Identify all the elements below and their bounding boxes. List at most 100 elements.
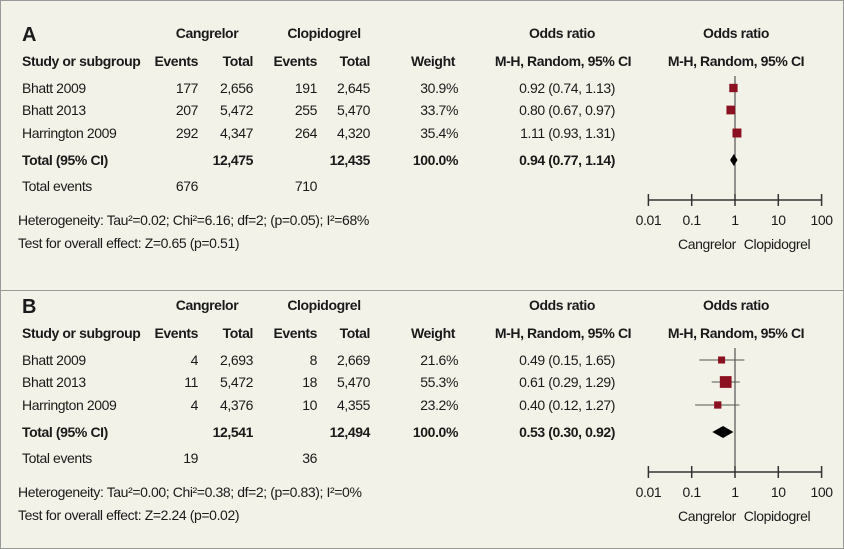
column-header: M-H, Random, 95% CI — [494, 53, 632, 69]
column-header: Weight — [410, 325, 455, 341]
or-header: Odds ratio — [528, 25, 595, 41]
total-cangrelor: 2,693 — [219, 352, 253, 368]
x-tick-label: 0.1 — [682, 212, 702, 228]
odds-ratio-ci: 0.40 (0.12, 1.27) — [519, 397, 615, 413]
column-header: Total — [222, 53, 254, 69]
pooled-diamond — [712, 426, 734, 438]
weight: 35.4% — [420, 125, 458, 141]
study-name: Bhatt 2009 — [22, 352, 86, 368]
group2-header: Clopidogrel — [287, 297, 361, 313]
total-clopidogrel: 4,355 — [336, 397, 370, 413]
or-header: Odds ratio — [528, 297, 595, 313]
panel-divider — [0, 290, 844, 291]
total-events-label: Total events — [22, 450, 92, 466]
x-tick-label: 100 — [810, 484, 834, 500]
odds-ratio-ci: 0.61 (0.29, 1.29) — [519, 374, 615, 390]
total-weight: 100.0% — [412, 152, 458, 168]
total-cangrelor: 5,472 — [219, 374, 253, 390]
total-cangrelor: 4,376 — [219, 397, 253, 413]
panel-label: A — [22, 24, 37, 46]
study-marker — [718, 356, 726, 364]
total-events-cangrelor: 19 — [183, 450, 198, 466]
panel-a: A Cangrelor Clopidogrel Odds ratio Odds rati… — [0, 0, 844, 272]
study-marker — [719, 376, 732, 388]
total-weight: 100.0% — [412, 424, 458, 440]
column-header: M-H, Random, 95% CI — [494, 325, 632, 341]
column-header: Study or subgroup — [22, 53, 141, 69]
study-marker — [732, 128, 742, 138]
forest-plot-b — [647, 348, 823, 478]
column-header: M-H, Random, 95% CI — [667, 53, 805, 69]
study-marker — [714, 401, 722, 409]
weight: 33.7% — [420, 102, 458, 118]
total-events-clopidogrel: 710 — [294, 178, 318, 194]
forest-plot-a — [647, 76, 823, 206]
column-header: Study or subgroup — [22, 325, 141, 341]
total-events-label: Total events — [22, 178, 92, 194]
total-cangrelor: 12,475 — [212, 152, 254, 168]
odds-ratio-ci: 0.49 (0.15, 1.65) — [519, 352, 615, 368]
overall-effect-text: Test for overall effect: Z=2.24 (p=0.02) — [18, 507, 240, 523]
x-tick-label: 1 — [731, 212, 739, 228]
column-header: Total — [339, 325, 371, 341]
plot-header: Odds ratio — [702, 297, 769, 313]
study-name: Harrington 2009 — [22, 397, 117, 413]
column-header: Total — [222, 325, 254, 341]
total-cangrelor: 12,541 — [212, 424, 254, 440]
group1-header: Cangrelor — [175, 297, 239, 313]
odds-ratio-ci: 0.80 (0.67, 0.97) — [519, 102, 615, 118]
odds-ratio-ci: 1.11 (0.93, 1.31) — [520, 125, 615, 141]
total-label: Total (95% CI) — [22, 152, 108, 168]
study-marker — [726, 105, 736, 115]
study-name: Bhatt 2013 — [22, 102, 86, 118]
x-tick-label: 100 — [810, 212, 834, 228]
study-marker — [729, 83, 738, 93]
total-events-clopidogrel: 36 — [302, 450, 317, 466]
heterogeneity-text: Heterogeneity: Tau²=0.00; Chi²=0.38; df=… — [18, 484, 362, 500]
x-tick-label: 10 — [770, 212, 786, 228]
weight: 23.2% — [420, 397, 458, 413]
x-tick-label: 0.01 — [635, 484, 662, 500]
x-tick-label: 1 — [731, 484, 739, 500]
total-cangrelor: 4,347 — [219, 125, 253, 141]
events-clopidogrel: 18 — [302, 374, 317, 390]
total-clopidogrel: 5,470 — [336, 374, 370, 390]
events-clopidogrel: 191 — [294, 80, 318, 96]
events-clopidogrel: 264 — [294, 125, 318, 141]
events-cangrelor: 4 — [190, 352, 199, 368]
x-tick-label: 10 — [770, 484, 786, 500]
right-favours-label: Clopidogrel — [743, 236, 811, 252]
events-cangrelor: 11 — [184, 374, 198, 390]
odds-ratio-ci: 0.92 (0.74, 1.13) — [519, 80, 615, 96]
column-header: Events — [273, 325, 317, 341]
total-cangrelor: 2,656 — [219, 80, 253, 96]
events-cangrelor: 207 — [175, 102, 199, 118]
weight: 30.9% — [420, 80, 458, 96]
column-header: Events — [273, 53, 317, 69]
column-header: Events — [154, 325, 198, 341]
total-clopidogrel: 2,669 — [336, 352, 370, 368]
panel-label: B — [22, 296, 37, 318]
group1-header: Cangrelor — [175, 25, 239, 41]
pooled-diamond — [730, 154, 738, 166]
events-cangrelor: 292 — [175, 125, 199, 141]
study-name: Harrington 2009 — [22, 125, 117, 141]
panel-b: B Cangrelor Clopidogrel Odds ratio Odds rati… — [0, 272, 844, 544]
total-events-cangrelor: 676 — [175, 178, 199, 194]
study-name: Bhatt 2013 — [22, 374, 86, 390]
overall-effect-text: Test for overall effect: Z=0.65 (p=0.51) — [18, 235, 240, 251]
column-header: Weight — [410, 53, 455, 69]
events-clopidogrel: 255 — [294, 102, 318, 118]
study-name: Bhatt 2009 — [22, 80, 86, 96]
total-odds-ratio: 0.94 (0.77, 1.14) — [519, 152, 615, 168]
total-clopidogrel: 2,645 — [336, 80, 370, 96]
total-clopidogrel: 12,435 — [329, 152, 371, 168]
right-favours-label: Clopidogrel — [743, 508, 811, 524]
heterogeneity-text: Heterogeneity: Tau²=0.02; Chi²=6.16; df=… — [18, 212, 369, 228]
events-clopidogrel: 10 — [302, 397, 317, 413]
total-clopidogrel: 4,320 — [336, 125, 370, 141]
total-label: Total (95% CI) — [22, 424, 108, 440]
total-odds-ratio: 0.53 (0.30, 0.92) — [519, 424, 615, 440]
column-header: Total — [339, 53, 371, 69]
left-favours-label: Cangrelor — [678, 236, 736, 252]
